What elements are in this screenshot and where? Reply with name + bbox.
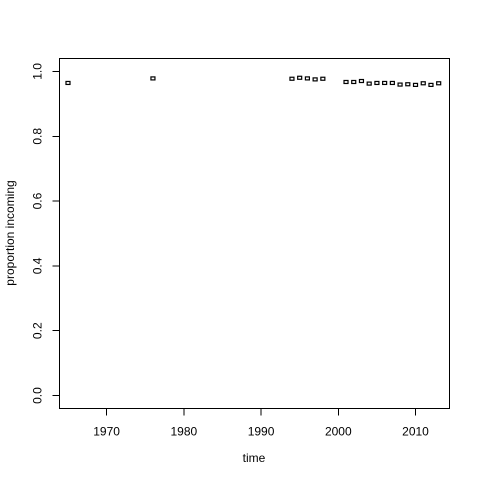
data-point (428, 82, 434, 87)
data-point (343, 79, 349, 85)
x-tick-label: 1990 (248, 425, 275, 439)
data-point (312, 77, 318, 82)
data-point (320, 76, 326, 81)
data-point (366, 81, 372, 86)
data-point (412, 82, 419, 87)
x-tick-label: 1970 (93, 425, 120, 439)
data-point (65, 80, 71, 86)
data-point (358, 78, 365, 84)
data-point (304, 76, 311, 81)
data-point (374, 80, 380, 86)
data-point (405, 82, 411, 87)
plot-frame (59, 58, 450, 409)
x-axis: 1970 1980 1990 2000 2010 (93, 408, 429, 439)
y-tick-label: 0.4 (31, 257, 45, 274)
data-points (65, 75, 442, 87)
data-point (351, 79, 357, 85)
y-tick-label: 0.0 (31, 387, 45, 404)
data-point (397, 82, 403, 87)
data-point (297, 75, 303, 80)
data-point (289, 76, 295, 81)
y-tick-label: 1.0 (31, 63, 45, 80)
x-tick-label: 2010 (402, 425, 429, 439)
data-point (150, 76, 156, 81)
y-tick-label: 0.8 (31, 128, 45, 145)
y-axis-title: proportion incoming (3, 180, 17, 285)
x-tick-label: 1980 (170, 425, 197, 439)
y-axis: 0.0 0.2 0.4 0.6 0.8 1.0 (31, 63, 60, 404)
data-point (389, 80, 395, 86)
x-axis-title: time (243, 451, 266, 465)
data-point (382, 80, 388, 86)
y-tick-label: 0.2 (31, 322, 45, 339)
data-point (420, 81, 426, 86)
x-tick-label: 2000 (325, 425, 352, 439)
y-tick-label: 0.6 (31, 192, 45, 209)
data-point (436, 81, 442, 86)
